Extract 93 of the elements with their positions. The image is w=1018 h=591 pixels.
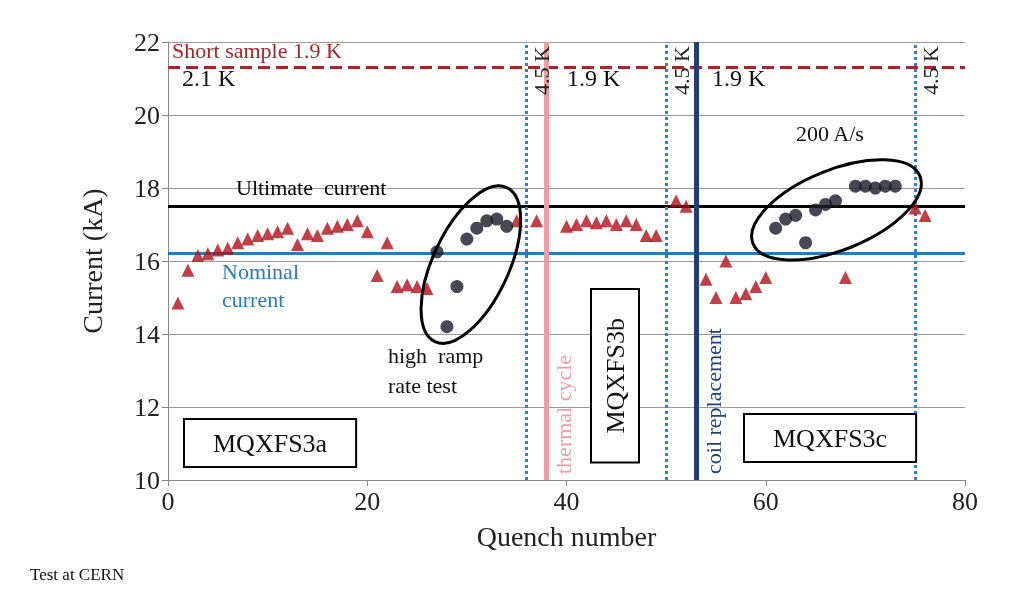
point [500,219,514,233]
point [888,179,902,193]
point [560,219,573,233]
point [779,212,793,226]
point [340,218,354,231]
point [380,236,394,250]
point [619,214,633,228]
point [410,280,424,294]
point [649,228,663,242]
point [261,227,275,241]
y-axis-title: Current (kA) [76,188,108,334]
point [221,241,235,255]
point [241,232,255,246]
point [809,203,823,217]
x-tick-label: 20 [354,486,381,516]
x-tick-label: 40 [553,486,580,516]
point [729,291,743,304]
point [709,291,723,304]
point [530,214,544,228]
annotation: 1.9 K [567,65,621,91]
point [669,194,683,208]
annotation: high ramp rate test [388,342,489,398]
point [739,287,753,301]
point [171,296,185,310]
y-tick-label: 16 [134,246,160,276]
point [819,197,833,211]
annotation: MQXFS3b [600,318,630,434]
point [231,236,245,250]
point [589,216,603,230]
point [181,263,195,277]
point [211,243,225,257]
point [300,227,314,241]
text: Test at CERN [30,565,125,584]
point [191,249,205,263]
point [320,221,334,235]
point [908,201,922,215]
point [251,228,265,242]
point [271,225,285,239]
ref-line-label: 4.5 K [668,45,694,95]
x-tick-label: 80 [952,486,978,516]
y-tick-label: 10 [134,465,160,495]
ref-line-label: Nominal current [222,259,305,313]
point [609,218,623,231]
point [838,270,852,284]
point [291,238,305,252]
point [829,194,842,208]
point [470,221,484,235]
point [281,221,295,235]
point [629,218,643,231]
point [749,280,763,294]
point [719,254,733,268]
point [360,225,374,239]
annotation: 1.9 K [712,65,766,91]
point [460,232,474,246]
x-axis-title: Quench number [476,520,657,552]
annotation: 200 A/s [796,120,864,146]
point [440,320,454,334]
y-tick-label: 12 [134,392,160,422]
x-tick-label: 60 [752,486,779,516]
annotation: MQXFS3a [213,428,328,458]
x-tick-label: 0 [161,486,175,516]
point [400,278,414,292]
point [370,269,384,283]
y-tick-label: 22 [134,27,160,57]
ref-line-label: Short sample 1.9 K [172,38,342,64]
ref-line-label: 4.5 K [529,45,555,95]
point [918,208,932,222]
point [639,228,653,242]
point [350,214,364,228]
annotation: 2.1 K [182,65,236,91]
annotation: MQXFS3c [773,423,888,453]
point [799,236,813,250]
y-tick-label: 20 [134,100,160,130]
point [490,212,504,226]
point [679,199,693,213]
point [759,270,773,284]
ref-line-label: coil replacement [700,328,726,474]
ref-line-label: 4.5 K [917,45,943,95]
point [599,214,613,228]
point [450,280,464,294]
point [201,247,215,261]
point [390,280,404,294]
ref-line-label: thermal cycle [551,354,577,474]
point [330,219,344,233]
y-tick-label: 14 [134,319,160,349]
point [769,221,783,235]
y-tick-label: 18 [134,173,160,203]
ref-line-label: Ultimate current [236,174,387,200]
point [699,272,713,286]
point [569,218,583,231]
point [310,228,324,242]
point [579,214,593,228]
point [789,208,803,222]
